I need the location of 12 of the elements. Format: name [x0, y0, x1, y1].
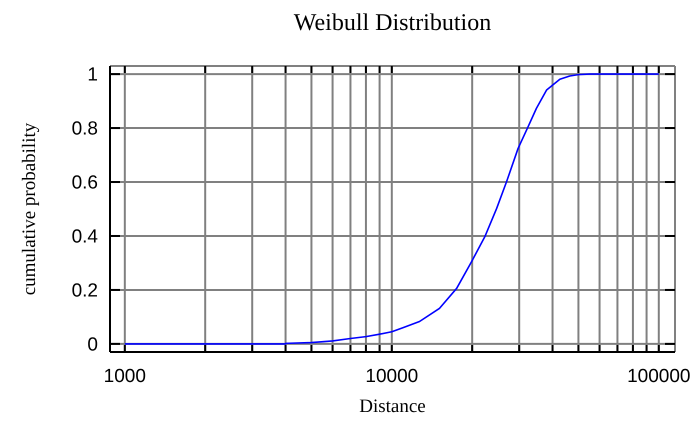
chart-title: Weibull Distribution: [292, 9, 492, 38]
y-tick-label: 1: [87, 64, 98, 86]
x-tick-label: 10000: [365, 366, 418, 387]
x-axis-title: Distance: [358, 395, 427, 419]
y-tick-label: 0.6: [72, 172, 98, 194]
y-tick-label: 0.8: [72, 118, 98, 140]
y-tick-label: 0.4: [72, 226, 98, 248]
x-tick-label: 100000: [627, 366, 690, 387]
x-tick-label: 1000: [104, 366, 146, 387]
y-tick-label: 0: [87, 334, 98, 356]
y-axis-title: cumulative probability: [18, 122, 41, 298]
y-tick-label: 0.2: [72, 280, 98, 302]
